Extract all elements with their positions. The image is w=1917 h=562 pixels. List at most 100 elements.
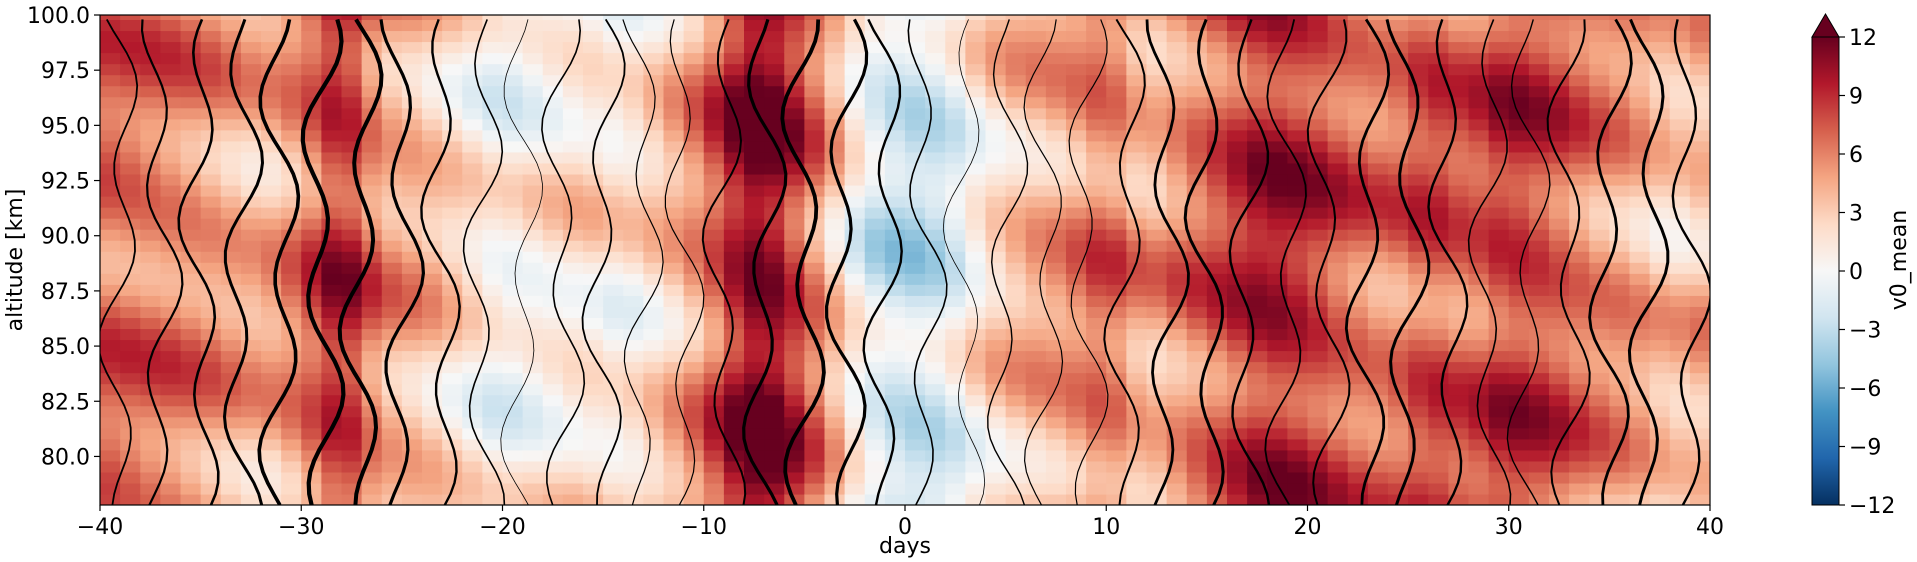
heatmap-cell xyxy=(844,317,866,330)
heatmap-cell xyxy=(985,151,1007,164)
heatmap-cell xyxy=(1488,207,1510,219)
heatmap-cell xyxy=(1307,184,1329,197)
heatmap-cell xyxy=(1649,284,1671,296)
heatmap-cell xyxy=(1126,140,1148,153)
heatmap-cell xyxy=(1166,129,1188,142)
heatmap-cell xyxy=(1347,140,1369,153)
heatmap-cell xyxy=(1367,140,1389,153)
heatmap-cell xyxy=(100,295,121,307)
heatmap-cell xyxy=(1025,372,1047,385)
heatmap-cell xyxy=(844,328,866,341)
heatmap-cell xyxy=(1126,41,1148,54)
heatmap-cell xyxy=(945,460,966,473)
heatmap-cell xyxy=(844,405,866,418)
heatmap-cell xyxy=(482,405,504,418)
heatmap-cell xyxy=(1488,361,1510,374)
heatmap-cell xyxy=(824,295,846,307)
heatmap-cell xyxy=(643,471,665,484)
heatmap-cell xyxy=(663,405,685,418)
heatmap-cell xyxy=(381,438,403,451)
heatmap-cell xyxy=(1468,140,1490,153)
heatmap-cell xyxy=(1206,394,1228,407)
heatmap-cell xyxy=(1528,229,1550,241)
heatmap-cell xyxy=(442,30,463,43)
heatmap-cell xyxy=(583,317,604,330)
heatmap-cell xyxy=(1066,449,1087,462)
heatmap-cell xyxy=(240,284,262,296)
heatmap-cell xyxy=(1408,140,1429,153)
heatmap-cell xyxy=(381,295,403,307)
contour-lines xyxy=(100,18,1710,505)
heatmap-cell xyxy=(1569,306,1590,318)
heatmap-cell xyxy=(804,284,826,296)
heatmap-cell xyxy=(1569,19,1590,32)
heatmap-cell xyxy=(1649,118,1671,131)
heatmap-cell xyxy=(623,482,644,495)
heatmap-cell xyxy=(562,218,584,230)
heatmap-cell xyxy=(643,218,665,230)
heatmap-cell xyxy=(120,118,141,131)
heatmap-cell xyxy=(1146,394,1168,407)
heatmap-cell xyxy=(422,350,443,363)
heatmap-cell xyxy=(1609,328,1631,341)
heatmap-cell xyxy=(1528,284,1550,296)
heatmap-cell xyxy=(1649,173,1671,186)
heatmap-cell xyxy=(301,449,322,462)
heatmap-cell xyxy=(1468,184,1490,197)
heatmap-cell xyxy=(884,129,906,142)
heatmap-cell xyxy=(905,118,926,131)
heatmap-cell xyxy=(804,107,826,120)
heatmap-cell xyxy=(723,41,745,54)
heatmap-cell xyxy=(562,482,584,495)
heatmap-cell xyxy=(562,195,584,208)
heatmap-cell xyxy=(522,262,544,274)
heatmap-cell xyxy=(381,207,403,219)
heatmap-cell xyxy=(1528,306,1550,318)
heatmap-cell xyxy=(1066,85,1087,98)
heatmap-cell xyxy=(824,372,846,385)
heatmap-cell xyxy=(361,173,383,186)
heatmap-cell xyxy=(1428,361,1449,374)
heatmap-cell xyxy=(1569,284,1590,296)
heatmap-cell xyxy=(1428,471,1449,484)
heatmap-cell xyxy=(1267,207,1288,219)
heatmap-cell xyxy=(1146,317,1168,330)
heatmap-cell xyxy=(100,15,121,21)
heatmap-cell xyxy=(240,339,262,352)
heatmap-cell xyxy=(200,184,222,197)
heatmap-cell xyxy=(1287,438,1309,451)
heatmap-cell xyxy=(985,394,1007,407)
heatmap-cell xyxy=(985,173,1007,186)
heatmap-cell xyxy=(1206,19,1228,32)
heatmap-cell xyxy=(723,207,745,219)
heatmap-cell xyxy=(1126,328,1148,341)
heatmap-cell xyxy=(1388,15,1409,21)
heatmap-cell xyxy=(1569,317,1590,330)
heatmap-cell xyxy=(522,151,544,164)
heatmap-cell xyxy=(180,317,202,330)
heatmap-cell xyxy=(1186,251,1208,263)
heatmap-cell xyxy=(1528,96,1550,109)
colorbar-tick-label: 6 xyxy=(1849,143,1863,168)
heatmap-cell xyxy=(462,460,483,473)
heatmap-cell xyxy=(462,195,483,208)
heatmap-cell xyxy=(623,19,644,32)
heatmap-cell xyxy=(623,361,644,374)
heatmap-cell xyxy=(925,19,946,32)
heatmap-cell xyxy=(1689,195,1710,208)
heatmap-cell xyxy=(1126,207,1148,219)
heatmap-cell xyxy=(301,184,322,197)
heatmap-cell xyxy=(522,30,544,43)
heatmap-cell xyxy=(482,361,504,374)
heatmap-cell xyxy=(623,107,644,120)
heatmap-cell xyxy=(1066,306,1087,318)
heatmap-cell xyxy=(1066,438,1087,451)
heatmap-cell xyxy=(281,140,302,153)
heatmap-cell xyxy=(1206,251,1228,263)
heatmap-cell xyxy=(1508,460,1530,473)
heatmap-cell xyxy=(1066,218,1087,230)
heatmap-cell xyxy=(1609,383,1631,396)
heatmap-cell xyxy=(422,493,443,505)
heatmap-cell xyxy=(220,15,242,21)
heatmap-cell xyxy=(683,184,705,197)
